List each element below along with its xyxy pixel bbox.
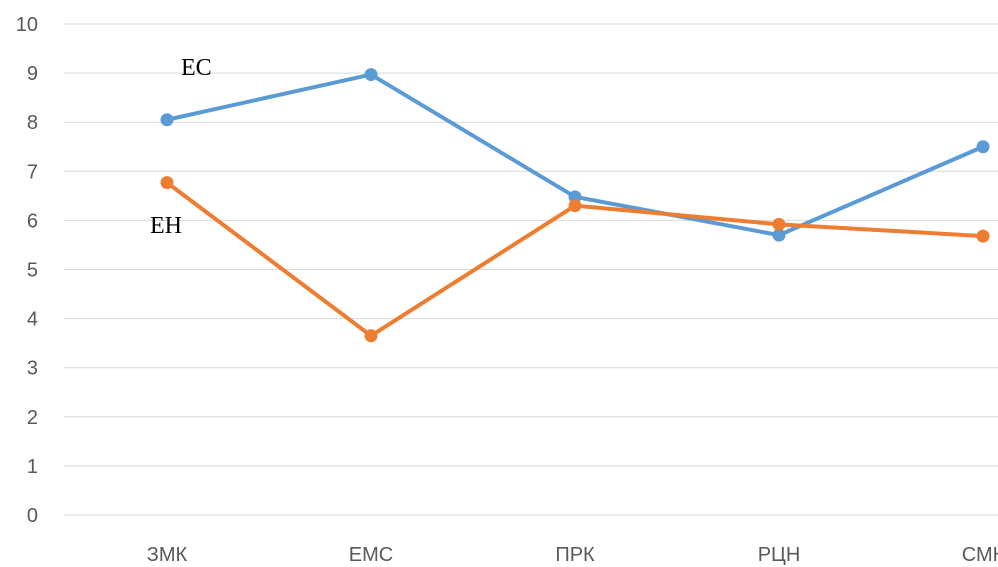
series-label-eh: ЕН	[150, 213, 182, 239]
x-tick-label: ЗМК	[147, 544, 188, 566]
data-point	[160, 176, 174, 190]
y-tick-label: 8	[27, 112, 38, 134]
y-tick-label: 10	[16, 14, 38, 36]
y-tick-label: 3	[27, 358, 38, 380]
x-axis-ticks: ЗМК ЕМС ПРК РЦН СМК	[147, 544, 998, 566]
y-tick-label: 7	[27, 161, 38, 183]
y-tick-label: 5	[27, 260, 38, 282]
x-tick-label: РЦН	[758, 544, 801, 566]
data-point	[976, 229, 990, 243]
data-point	[772, 228, 786, 242]
y-tick-label: 4	[27, 309, 38, 331]
data-point	[976, 140, 990, 154]
y-tick-label: 1	[27, 456, 38, 478]
x-tick-label: ПРК	[555, 544, 595, 566]
gridlines	[64, 23, 998, 516]
data-point	[364, 329, 378, 343]
data-point	[364, 68, 378, 82]
y-tick-label: 6	[27, 210, 38, 232]
series-label-ec: ЕС	[181, 55, 212, 81]
y-tick-label: 9	[27, 63, 38, 85]
data-point	[160, 113, 174, 127]
data-point	[772, 217, 786, 231]
y-tick-label: 0	[27, 505, 38, 527]
y-axis-ticks: 0 1 2 3 4 5 6 7 8 9 10	[16, 14, 38, 527]
x-tick-label: ЕМС	[349, 544, 393, 566]
y-tick-label: 2	[27, 407, 38, 429]
data-point	[568, 199, 582, 213]
x-tick-label: СМК	[962, 544, 998, 566]
series-group	[160, 68, 990, 343]
